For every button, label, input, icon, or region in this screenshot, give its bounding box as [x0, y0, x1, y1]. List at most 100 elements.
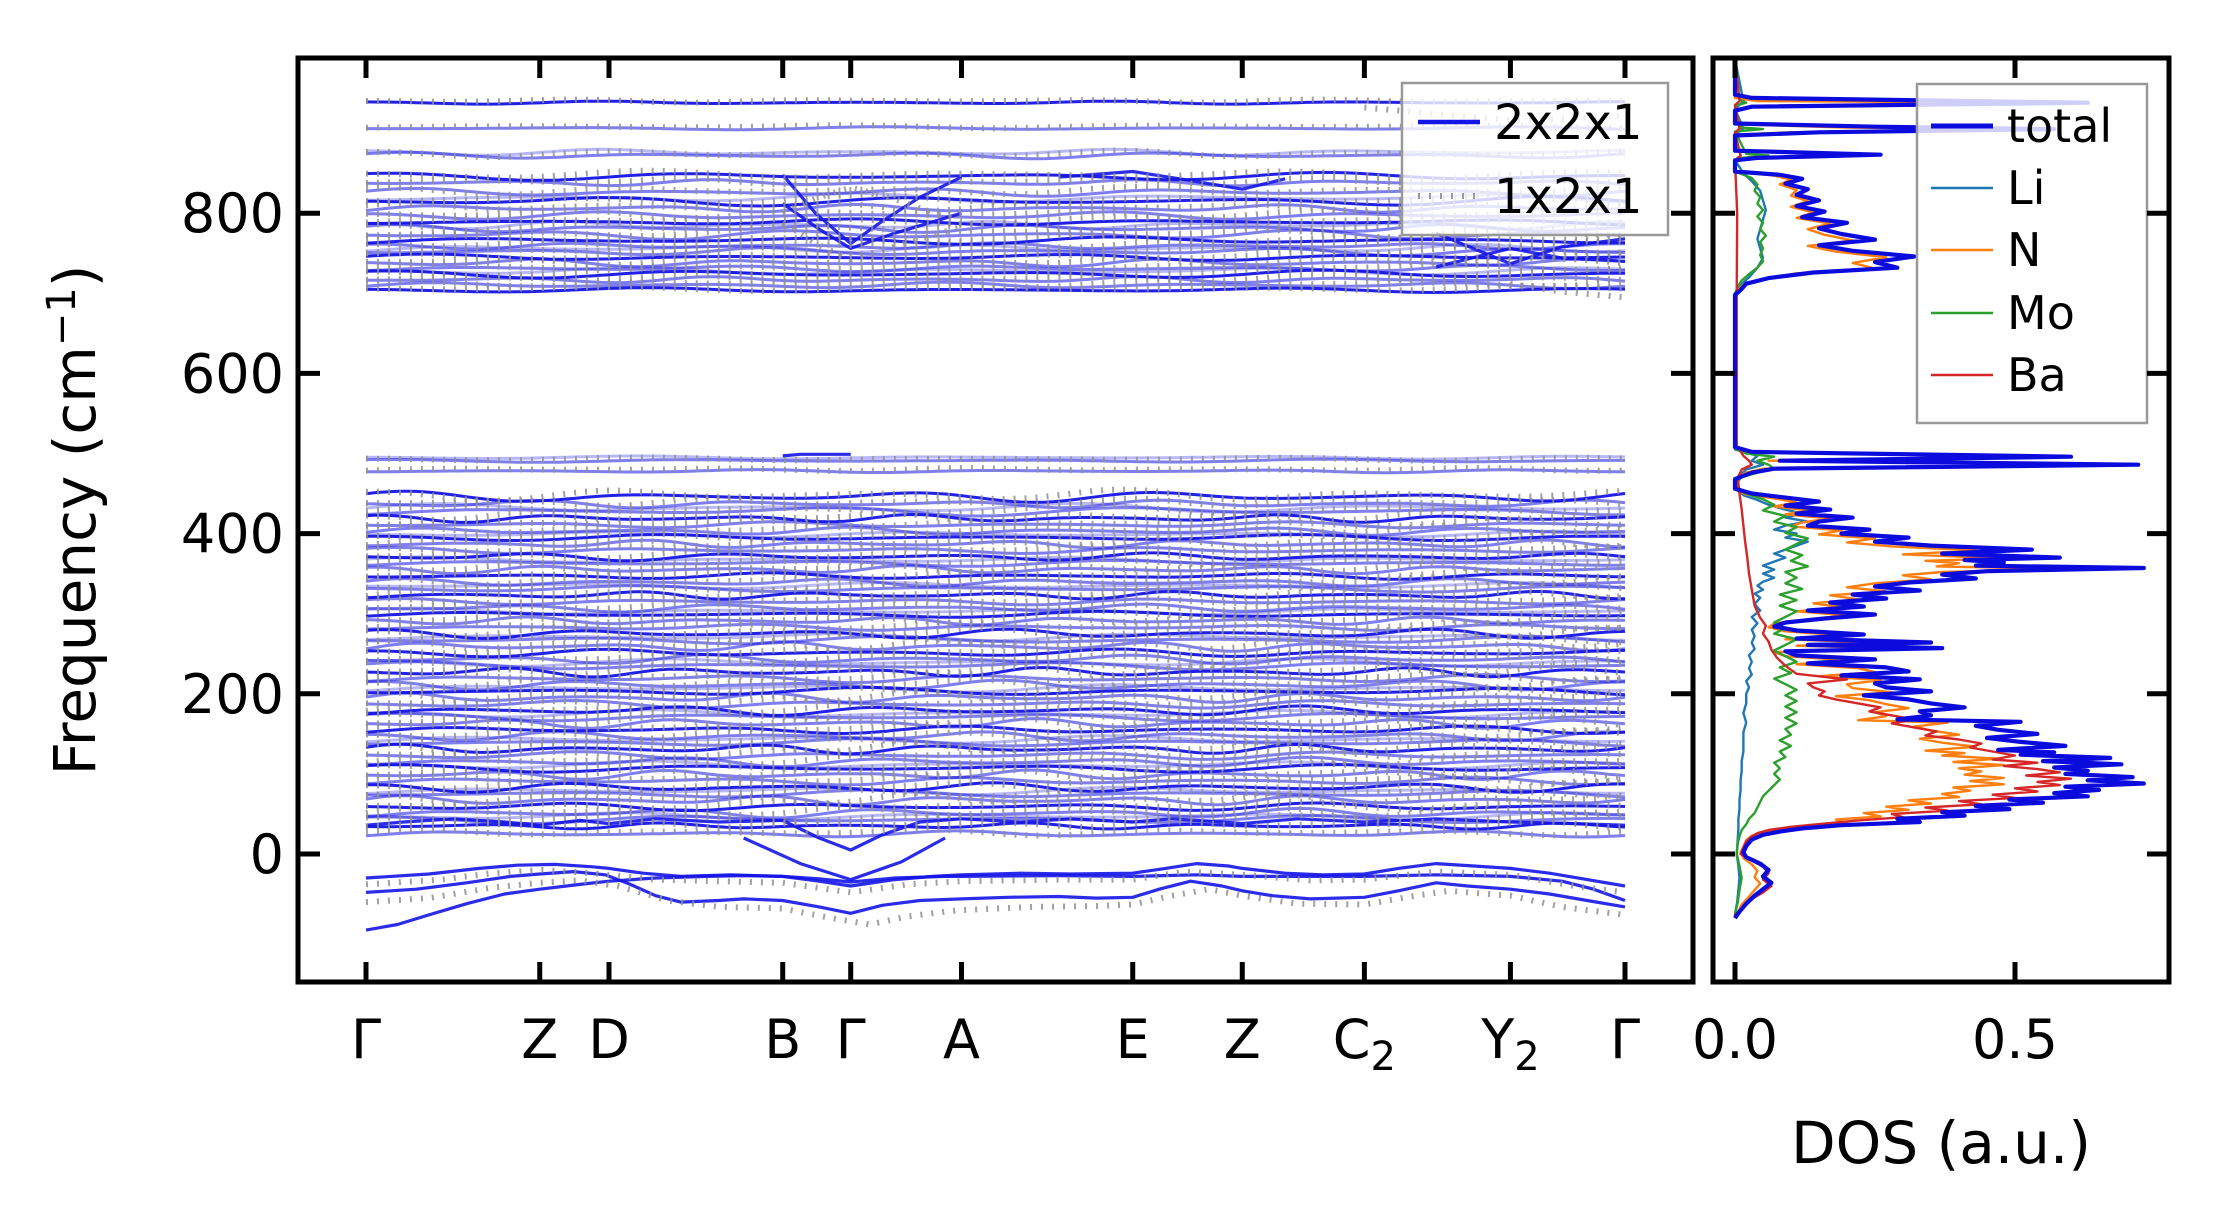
- band-line: [365, 711, 1626, 723]
- band-curve-dotted: [781, 220, 963, 263]
- band-line: [365, 489, 1626, 504]
- band-line-dotted: [365, 803, 1626, 820]
- band-line-dotted: [365, 599, 1626, 614]
- band-line-dotted: [365, 555, 1626, 568]
- band-line-dotted: [365, 734, 1626, 748]
- dos-panel-spines: [1710, 55, 2172, 985]
- dos-series-N: [1733, 59, 2101, 919]
- dos-legend-label-ba: Ba: [2007, 348, 2067, 402]
- band-line-dotted: [365, 791, 1626, 807]
- band-legend-label-2x2x1: 2x2x1: [1494, 95, 1642, 151]
- band-line-dotted: [365, 650, 1626, 666]
- band-line-dotted: [365, 272, 1626, 285]
- band-line-dotted: [365, 175, 1626, 188]
- band-line-dotted: [365, 454, 1626, 464]
- band-line-dotted: [365, 530, 1626, 542]
- y-tick-label: 0: [250, 823, 284, 886]
- x-hs-label: Γ: [836, 1008, 866, 1071]
- band-line-dotted: [365, 238, 1626, 251]
- band-line-dotted: [365, 183, 1626, 198]
- band-line-dotted: [365, 739, 1626, 756]
- dos-legend-label-li: Li: [2007, 161, 2045, 215]
- dos-series-Li: [1733, 59, 1809, 915]
- band-legend-label-1x2x1: 1x2x1: [1494, 169, 1642, 225]
- band-line-dotted: [365, 624, 1626, 640]
- band-line-dotted: [366, 542, 1625, 555]
- band-line-dotted: [365, 509, 1626, 524]
- band-line-dotted: [366, 713, 1626, 730]
- band-curve: [781, 173, 963, 246]
- band-line-dotted: [365, 501, 1626, 517]
- band-line-dotted: [365, 721, 1626, 736]
- band-line-dotted: [365, 637, 1626, 653]
- band-line-dotted: [365, 207, 1626, 221]
- y-tick-label: 200: [181, 663, 284, 726]
- dos-x-tick-label: 0.5: [1972, 1008, 2058, 1071]
- band-line-dotted: [365, 612, 1626, 627]
- band-line-dotted: [365, 727, 1626, 743]
- band-line-dotted: [365, 573, 1626, 588]
- band-line-dotted: [365, 606, 1626, 619]
- x-hs-label: D: [588, 1008, 630, 1071]
- x-hs-label: A: [943, 1008, 980, 1071]
- band-line-dotted: [365, 811, 1626, 826]
- band-line-dotted: [365, 214, 1626, 227]
- band-structure-curves: [365, 96, 1626, 932]
- band-line-dotted: [365, 662, 1626, 679]
- band-line-dotted: [365, 765, 1626, 781]
- dos-legend-label-mo: Mo: [2007, 286, 2075, 340]
- band-line-dotted: [365, 675, 1626, 692]
- band-line-dotted: [365, 167, 1626, 182]
- figure-text-overlay: Frequency (cm−1) DOS (a.u.) 2x2x1 1x2x1 …: [39, 95, 2112, 1177]
- y-tick-label: 800: [181, 182, 284, 245]
- dos-x-axis-label: DOS (a.u.): [1791, 1109, 2091, 1177]
- band-line-dotted: [366, 708, 1626, 723]
- band-line-dotted: [365, 688, 1626, 704]
- band-panel-spines: [295, 55, 1696, 985]
- band-line: [366, 533, 1626, 542]
- band-curve: [1435, 246, 1626, 269]
- y-tick-label: 600: [181, 342, 284, 405]
- band-line-dotted: [365, 786, 1625, 800]
- band-line-dotted: [365, 495, 1626, 510]
- dos-legend-label-n: N: [2007, 223, 2041, 277]
- dos-legend-label-total: total: [2007, 99, 2112, 153]
- band-line-dotted: [365, 243, 1626, 257]
- band-line-dotted: [365, 826, 1626, 839]
- band-line: [365, 597, 1626, 607]
- band-line-dotted: [365, 283, 1626, 294]
- band-curve: [365, 870, 1626, 915]
- band-line-dotted: [365, 522, 1626, 537]
- band-curve: [1435, 231, 1626, 266]
- band-line-dotted: [365, 254, 1626, 269]
- dos-curves: [1732, 59, 2146, 920]
- band-line-dotted: [365, 759, 1626, 774]
- dos-x-tick-label: 0.0: [1692, 1008, 1778, 1071]
- band-line: [365, 576, 1626, 588]
- y-axis-label: Frequency (cm−1): [39, 265, 109, 776]
- x-hs-label: Z: [1224, 1008, 1261, 1071]
- band-line-dotted: [365, 657, 1625, 672]
- band-line-dotted: [365, 561, 1626, 576]
- band-legend: 2x2x1 1x2x1: [1418, 95, 1642, 225]
- band-line-dotted: [365, 191, 1626, 207]
- band-line-dotted: [365, 147, 1626, 161]
- band-line-dotted: [366, 96, 1625, 106]
- band-line: [365, 763, 1626, 774]
- band-line-dotted: [365, 798, 1626, 812]
- band-curve: [1058, 169, 1286, 191]
- band-line: [365, 742, 1626, 756]
- band-line-dotted: [365, 464, 1626, 475]
- band-line-dotted: [365, 695, 1626, 710]
- band-line-dotted: [365, 199, 1626, 214]
- band-line-dotted: [365, 122, 1625, 132]
- band-line-dotted: [365, 265, 1626, 280]
- band-line: [365, 829, 1626, 839]
- x-hs-label: B: [764, 1008, 801, 1071]
- x-hs-label: Y2: [1480, 1008, 1539, 1080]
- x-hs-label: Z: [521, 1008, 558, 1071]
- dos-legend: total Li N Mo Ba: [1931, 99, 2112, 402]
